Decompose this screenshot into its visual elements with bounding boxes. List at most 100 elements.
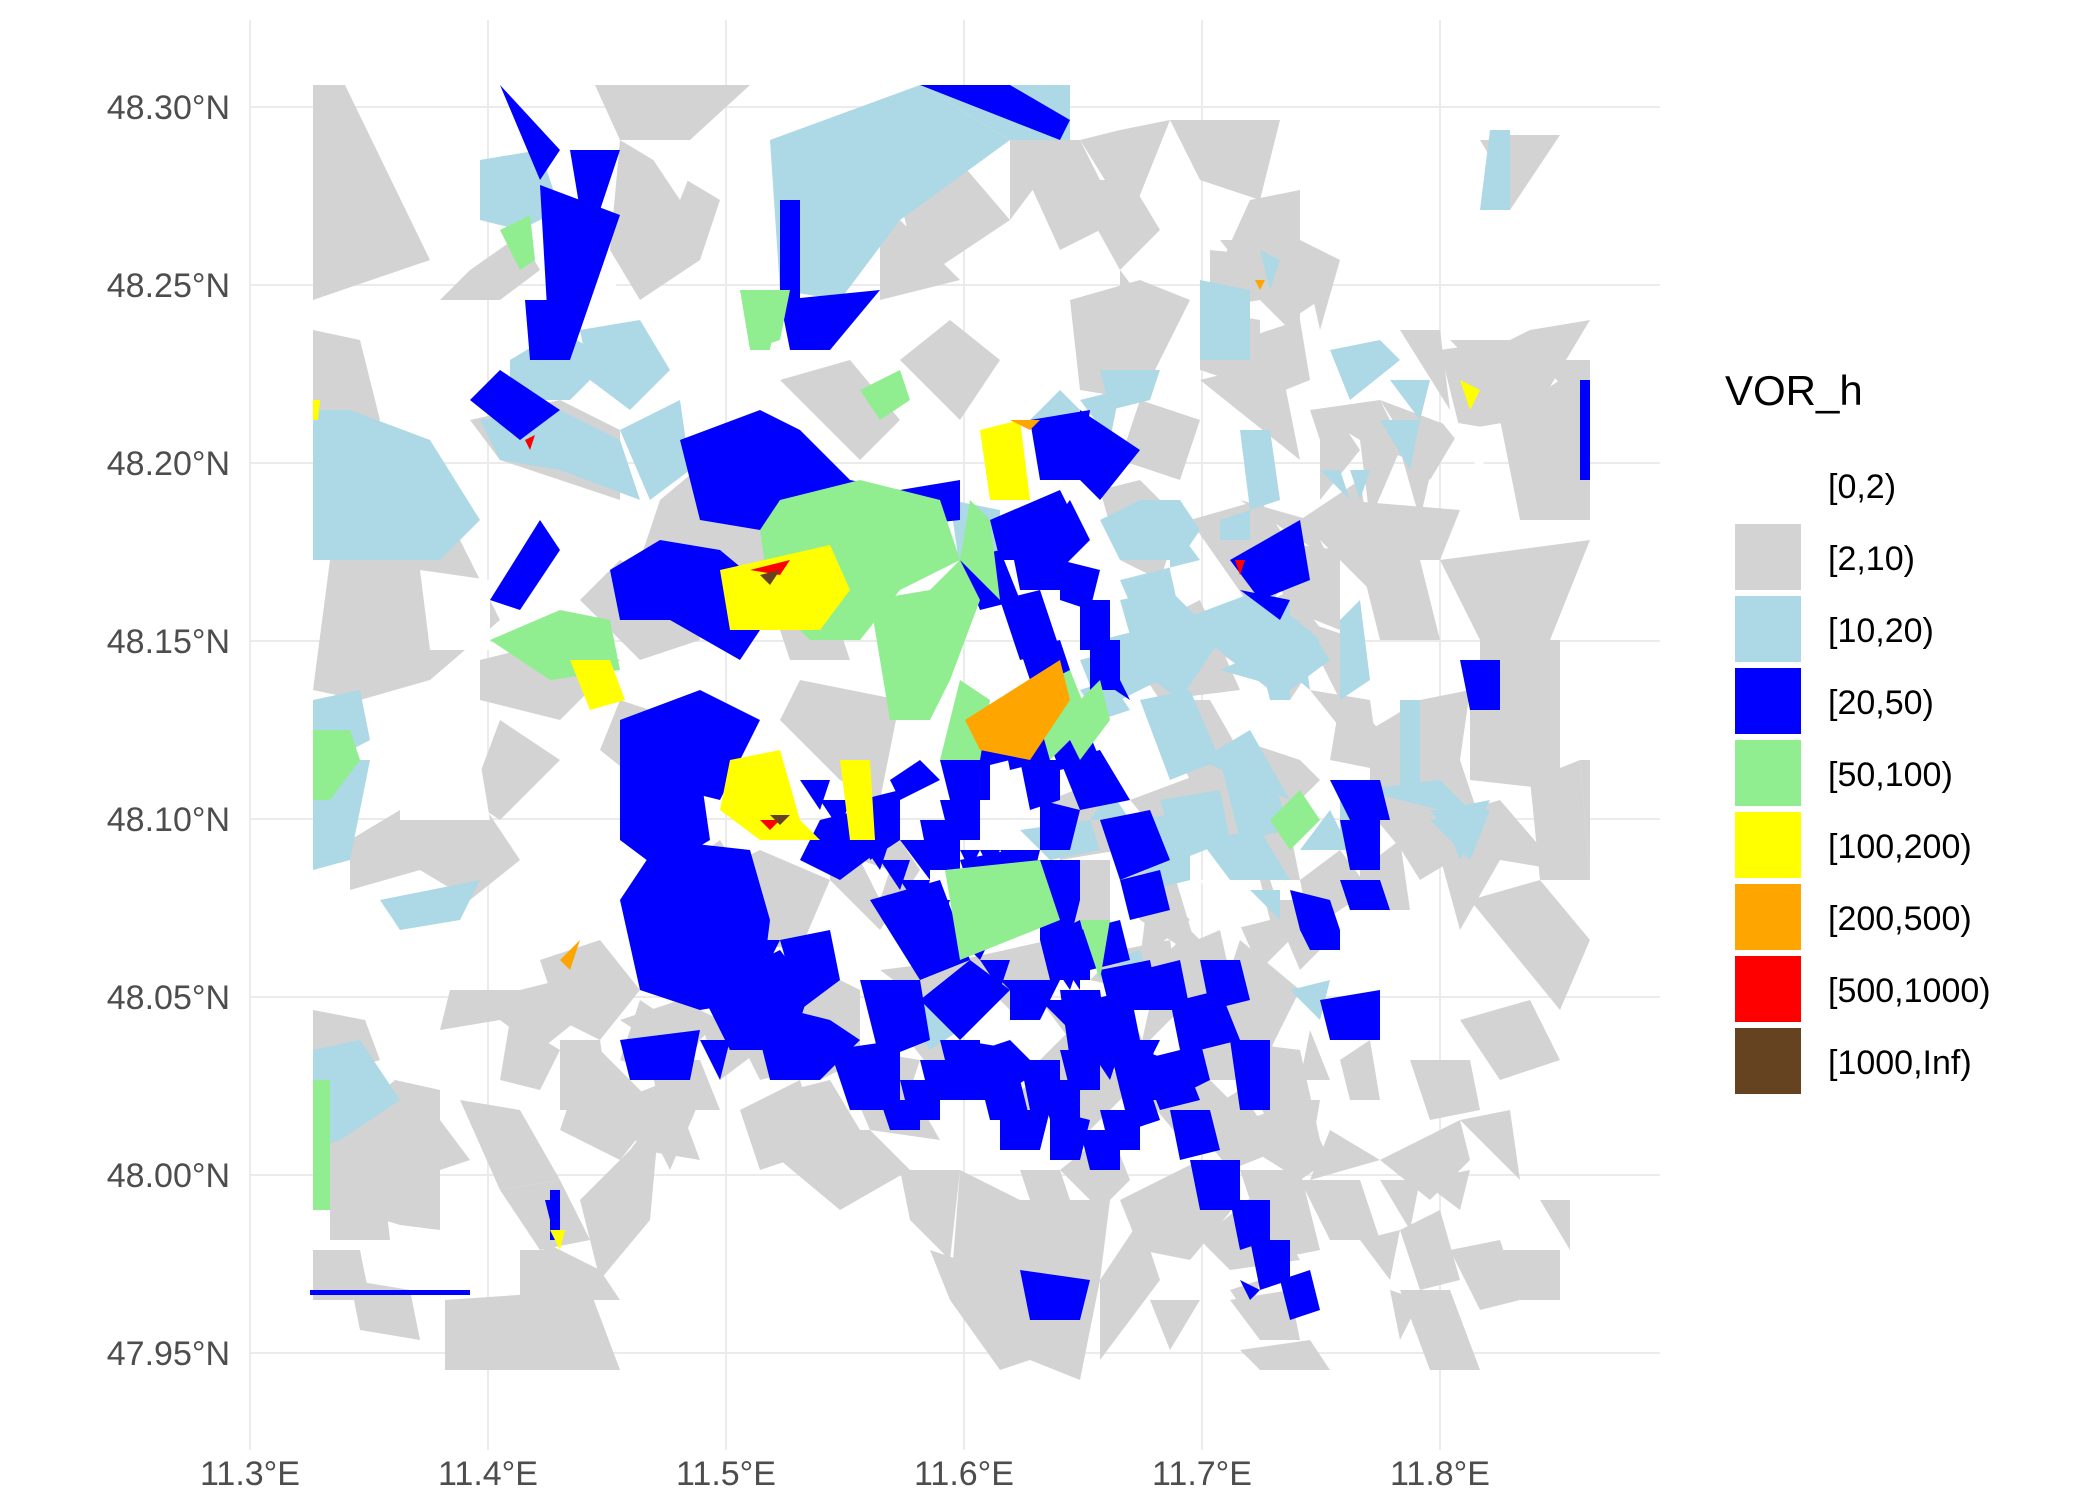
y-tick-label: 48.30°N (107, 89, 230, 127)
voronoi-cell (1080, 120, 1170, 220)
voronoi-cell (960, 850, 980, 870)
voronoi-cell (760, 820, 780, 830)
voronoi-cell (1360, 1230, 1400, 1280)
voronoi-regions (310, 85, 1590, 1380)
voronoi-cell (1230, 1040, 1270, 1110)
voronoi-cell (1310, 400, 1410, 460)
voronoi-cell (870, 560, 980, 720)
voronoi-cell (770, 85, 1010, 300)
voronoi-cell (860, 840, 890, 870)
voronoi-cell (980, 850, 1000, 870)
voronoi-cell (880, 200, 960, 300)
voronoi-cell (1420, 1170, 1470, 1210)
voronoi-cell (550, 1230, 565, 1250)
voronoi-cell (595, 85, 750, 140)
voronoi-cell (1450, 320, 1590, 420)
voronoi-cell (1410, 1060, 1480, 1120)
voronoi-cell (880, 1100, 920, 1130)
legend-title: VOR_h (1725, 367, 1863, 414)
voronoi-cell (1330, 340, 1400, 400)
voronoi-cell (1150, 1300, 1200, 1350)
voronoi-cell (490, 520, 560, 610)
voronoi-cell (1340, 1040, 1380, 1100)
voronoi-cell (1360, 440, 1400, 520)
voronoi-cell (620, 690, 760, 800)
voronoi-cell (313, 730, 360, 800)
voronoi-cell (1020, 1170, 1070, 1200)
voronoi-cell (1200, 360, 1300, 460)
voronoi-cell (460, 1100, 560, 1190)
legend-entry: [10,20) (1735, 596, 1934, 662)
voronoi-cell (860, 980, 930, 1060)
voronoi-cell (1200, 880, 1270, 930)
legend-swatch (1735, 884, 1801, 950)
voronoi-cell (1090, 790, 1130, 820)
voronoi-cell (1140, 1050, 1200, 1110)
legend-label: [20,50) (1828, 684, 1934, 722)
voronoi-cell (1360, 560, 1440, 640)
voronoi-cell (1390, 1290, 1420, 1340)
voronoi-cell (880, 860, 910, 890)
voronoi-cell (1300, 1180, 1380, 1240)
legend-swatch (1735, 812, 1801, 878)
voronoi-cell (890, 760, 940, 800)
voronoi-cell (1240, 1280, 1260, 1300)
legend-entry: [20,50) (1735, 668, 1934, 734)
voronoi-cell (1440, 540, 1590, 640)
voronoi-cell (1350, 470, 1370, 500)
voronoi-cell (1400, 1210, 1460, 1290)
voronoi-cell (1020, 1060, 1060, 1110)
voronoi-cell (1170, 1110, 1220, 1160)
voronoi-cell (750, 1000, 860, 1080)
legend-entry: [1000,Inf) (1735, 1028, 1972, 1094)
voronoi-cell (313, 1080, 330, 1210)
y-tick-label: 48.05°N (107, 979, 230, 1017)
voronoi-cell (1010, 540, 1060, 590)
voronoi-cell (580, 320, 670, 410)
voronoi-cell (900, 320, 1000, 420)
voronoi-cell (1340, 700, 1380, 760)
voronoi-cell (1450, 1240, 1520, 1310)
voronoi-cell (1000, 590, 1060, 660)
voronoi-cell (1110, 1060, 1150, 1090)
voronoi-cell (1000, 1110, 1050, 1150)
voronoi-cell (1300, 930, 1340, 950)
voronoi-cell (1530, 760, 1590, 880)
voronoi-cell (920, 960, 1010, 1040)
voronoi-cell (820, 800, 850, 830)
voronoi-cell (1430, 810, 1490, 860)
legend-swatch (1735, 740, 1801, 806)
voronoi-cell (740, 940, 780, 960)
voronoi-cell (1080, 920, 1110, 980)
legend-label: [500,1000) (1828, 972, 1991, 1010)
x-tick-label: 11.5°E (676, 1455, 776, 1493)
voronoi-cell (540, 1240, 620, 1300)
voronoi-cell (1470, 880, 1590, 1010)
legend-entry: [100,200) (1735, 812, 1972, 878)
voronoi-cell (1530, 420, 1590, 500)
voronoi-cell (1010, 420, 1040, 430)
voronoi-cell (1320, 990, 1380, 1040)
voronoi-cell (580, 1110, 660, 1280)
voronoi-cell (1270, 790, 1320, 850)
legend-label: [200,500) (1828, 900, 1972, 938)
voronoi-cell (1090, 1050, 1120, 1080)
voronoi-cell (780, 930, 840, 1010)
legend-swatch (1735, 668, 1801, 734)
voronoi-cell (313, 410, 480, 560)
voronoi-cell (750, 560, 790, 575)
voronoi-cell (560, 940, 580, 970)
voronoi-cell (620, 840, 770, 1010)
voronoi-cell (500, 215, 535, 270)
voronoi-cell (1210, 250, 1300, 300)
voronoi-cell (1410, 690, 1470, 760)
voronoi-cell (570, 150, 620, 210)
voronoi-cell (1340, 880, 1390, 910)
voronoi-cell (980, 960, 1010, 990)
voronoi-cell (860, 860, 890, 900)
voronoi-cell (770, 815, 790, 825)
voronoi-cell (420, 570, 490, 650)
voronoi-cell (1330, 780, 1390, 820)
voronoi-cell (1270, 900, 1320, 970)
voronoi-cell (330, 1150, 390, 1240)
